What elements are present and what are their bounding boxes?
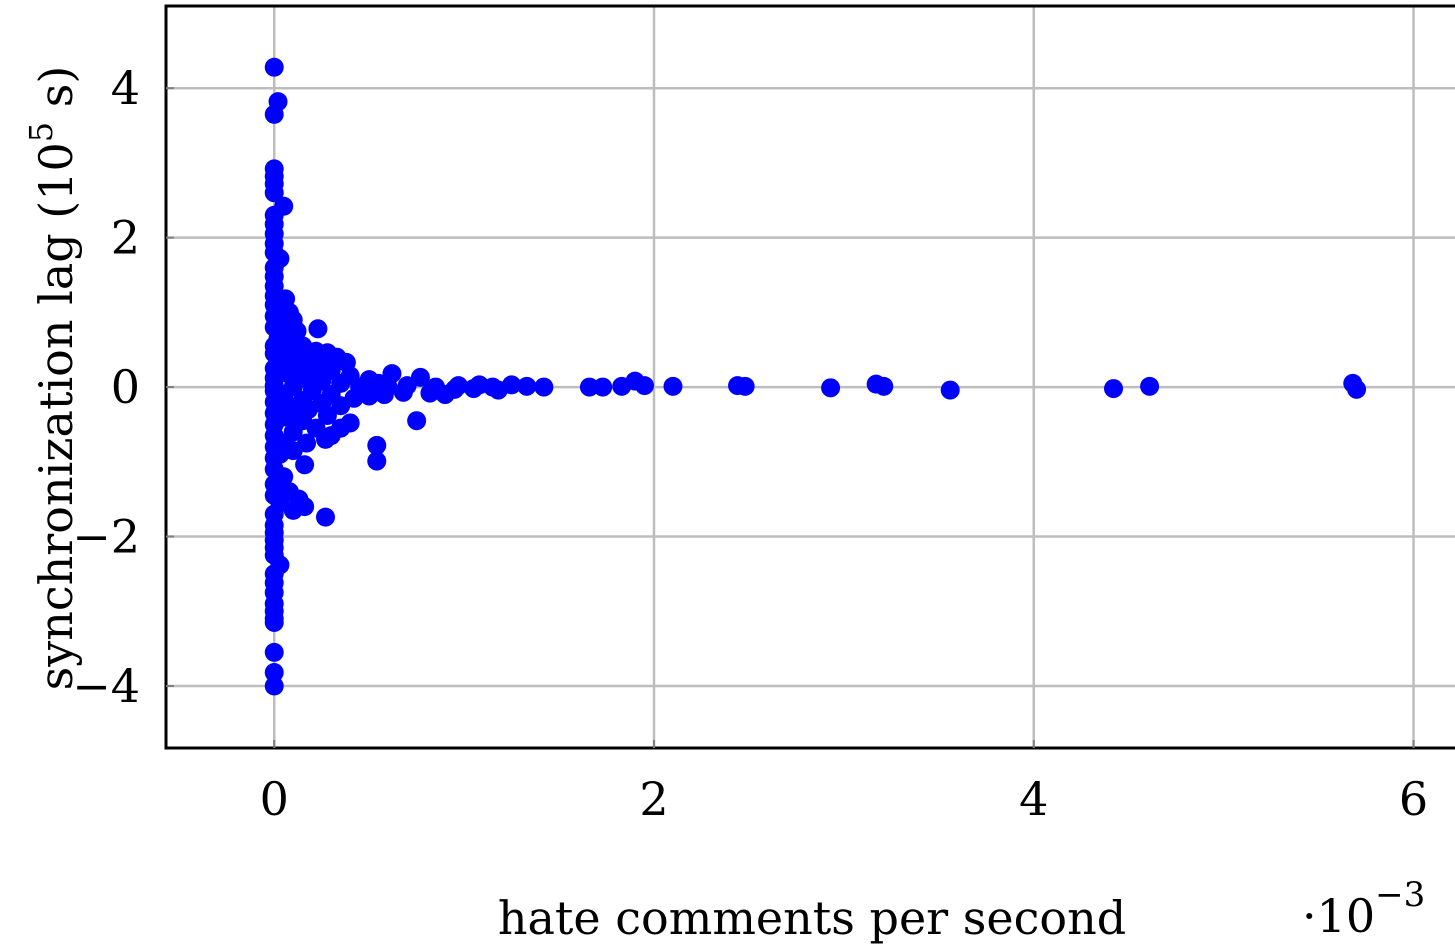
data-point: [407, 411, 427, 431]
data-point: [367, 435, 387, 455]
data-point: [1140, 376, 1160, 396]
y-label-exponent: 5: [22, 122, 60, 142]
x-tick-label: 4: [1019, 772, 1048, 826]
data-point: [420, 383, 440, 403]
data-points: [264, 57, 1367, 696]
y-tick-label: −4: [72, 659, 140, 713]
data-point: [264, 57, 284, 77]
x-tick-label: 6: [1399, 772, 1428, 826]
tick-labels: 0 2 4 6 −4 −2 0 2 4: [72, 61, 1428, 826]
data-point: [264, 676, 284, 696]
data-point: [316, 507, 336, 527]
data-point: [874, 376, 894, 396]
data-point: [367, 451, 387, 471]
data-point: [264, 642, 284, 662]
data-point: [316, 429, 336, 449]
x-tick-label: 2: [639, 772, 668, 826]
data-point: [308, 319, 328, 339]
y-tick-label: −2: [72, 510, 140, 564]
data-point: [331, 396, 351, 416]
data-point: [295, 455, 315, 475]
data-point: [635, 376, 655, 396]
x-tick-label: 0: [260, 772, 289, 826]
data-point: [264, 612, 284, 632]
y-label-main: synchronization lag (10: [29, 142, 83, 690]
y-tick-label: 2: [111, 211, 140, 265]
data-point: [435, 385, 455, 405]
data-point: [821, 378, 841, 398]
data-point: [663, 376, 683, 396]
data-point: [464, 379, 484, 399]
data-point: [283, 500, 303, 520]
data-point: [488, 380, 508, 400]
x-axis-label: hate comments per second: [498, 891, 1126, 945]
data-point: [579, 377, 599, 397]
y-label-tail: s): [29, 66, 83, 122]
y-axis-label: synchronization lag (105 s): [22, 66, 83, 691]
y-tick-label: 0: [111, 360, 140, 414]
data-point: [593, 377, 613, 397]
data-point: [264, 183, 284, 203]
data-point: [317, 405, 337, 425]
data-point: [1347, 379, 1367, 399]
x-multiplier-base: ·10: [1302, 889, 1375, 943]
data-point: [393, 382, 413, 402]
data-point: [534, 377, 554, 397]
x-axis-multiplier: ·10−3: [1302, 875, 1425, 943]
y-tick-label: 4: [111, 61, 140, 115]
plot-frame: [164, 4, 1455, 750]
data-point: [264, 104, 284, 124]
data-point: [1104, 379, 1124, 399]
data-point: [517, 376, 537, 396]
x-multiplier-exponent: −3: [1375, 875, 1425, 915]
data-point: [735, 376, 755, 396]
data-point: [374, 385, 394, 405]
data-point: [264, 663, 284, 683]
data-point: [359, 386, 379, 406]
data-point: [940, 380, 960, 400]
